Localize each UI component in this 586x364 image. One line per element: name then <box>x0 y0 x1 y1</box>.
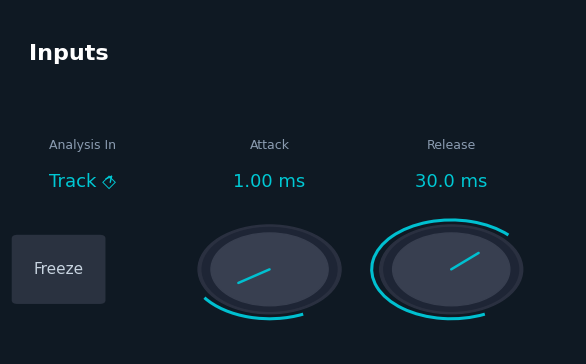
Circle shape <box>380 225 523 314</box>
FancyBboxPatch shape <box>12 235 105 304</box>
Text: Inputs: Inputs <box>29 44 109 64</box>
Text: 1.00 ms: 1.00 ms <box>233 173 306 191</box>
Text: Release: Release <box>427 139 476 152</box>
Text: Analysis In: Analysis In <box>49 139 115 152</box>
Circle shape <box>393 233 510 306</box>
Circle shape <box>198 225 341 314</box>
Text: Track ◇: Track ◇ <box>49 173 115 191</box>
Text: Freeze: Freeze <box>33 262 84 277</box>
Circle shape <box>211 233 328 306</box>
Text: Attack: Attack <box>250 139 289 152</box>
Circle shape <box>384 228 519 311</box>
Circle shape <box>202 228 337 311</box>
Text: 30.0 ms: 30.0 ms <box>415 173 488 191</box>
